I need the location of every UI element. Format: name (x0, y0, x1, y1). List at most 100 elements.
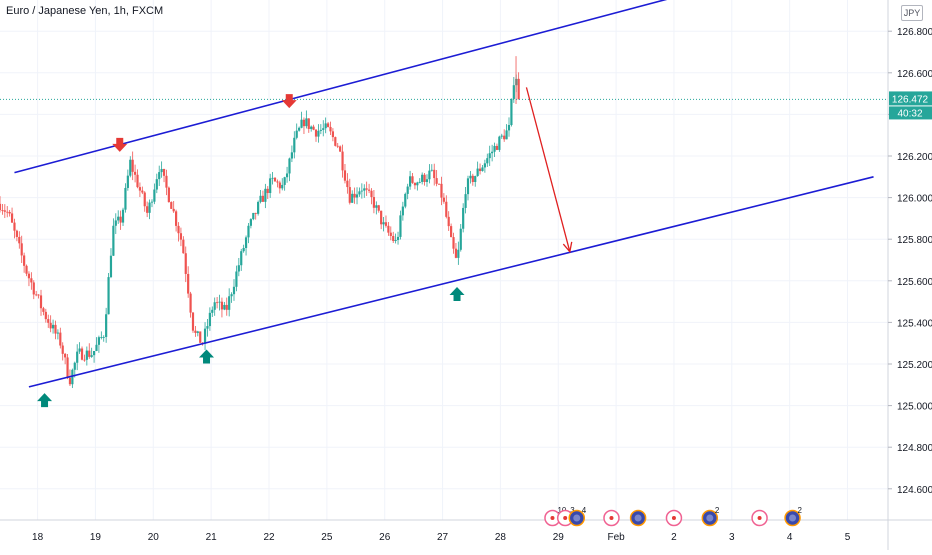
candle-body (216, 302, 219, 304)
candle-body (401, 206, 404, 216)
x-tick-label: 25 (321, 532, 333, 543)
candle-body (285, 173, 289, 178)
candle-body (360, 190, 363, 192)
candle-body (114, 220, 117, 226)
candle-body (305, 118, 308, 127)
candle-body (290, 152, 293, 159)
candle-body (105, 314, 108, 337)
candle-body (392, 235, 395, 241)
candle-body (223, 304, 226, 310)
candle-body (97, 337, 101, 345)
candle-body (358, 191, 361, 195)
candle-body (266, 188, 269, 194)
candle-body (184, 253, 187, 274)
candle-body (23, 255, 26, 266)
candle-body (375, 205, 378, 208)
candle-body (269, 178, 272, 194)
candle-body (336, 145, 339, 147)
x-tick-label: Feb (607, 532, 625, 543)
candle-body (47, 319, 50, 323)
candle-body (324, 123, 327, 129)
candle-body (162, 168, 166, 176)
candle-body (418, 181, 421, 183)
candle-body (469, 175, 472, 179)
candle-body (450, 226, 453, 238)
candle-body (355, 194, 359, 198)
candle-body (399, 215, 402, 237)
candle-body (507, 124, 511, 131)
candle-body (80, 348, 84, 360)
candle-body (380, 210, 383, 225)
event-count: 3 (570, 506, 575, 515)
candle-body (302, 119, 306, 127)
countdown-badge (889, 106, 932, 120)
candle-body (225, 304, 228, 310)
candle-body (54, 324, 57, 334)
candle-body (138, 187, 142, 191)
candle-body (76, 351, 79, 363)
candle-body (367, 189, 371, 191)
candle-body (167, 187, 170, 203)
candle-body (442, 197, 445, 202)
currency-button[interactable]: JPY (901, 5, 923, 21)
candle-body (254, 212, 257, 214)
candle-body (498, 136, 501, 150)
candle-body (389, 232, 392, 236)
candle-body (478, 168, 482, 172)
candle-body (95, 344, 98, 351)
candle-body (112, 225, 115, 256)
countdown-value: 40:32 (897, 108, 922, 119)
candle-body (447, 216, 450, 227)
candle-body (15, 230, 18, 237)
candle-body (3, 210, 6, 212)
candle-body (206, 326, 209, 329)
x-tick-label: 28 (495, 532, 507, 543)
candle-body (143, 192, 146, 207)
up-arrow-icon (199, 349, 215, 364)
event-icon-dot (757, 516, 762, 520)
candle-body (271, 177, 274, 179)
candle-body (331, 131, 335, 138)
candle-body (408, 176, 412, 187)
candle-body (351, 193, 354, 203)
candle-body (228, 296, 231, 310)
candle-body (300, 119, 303, 128)
candle-body (276, 181, 279, 183)
up-arrow-icon (449, 287, 465, 302)
candle-body (10, 213, 14, 223)
candle-body (457, 249, 460, 258)
candle-body (339, 146, 342, 152)
candle-body (32, 282, 35, 295)
candle-body (240, 251, 243, 266)
candle-body (100, 337, 103, 338)
candle-body (211, 309, 214, 313)
candle-body (329, 126, 332, 132)
candle-body (35, 294, 38, 296)
projection-arrow-head (562, 241, 573, 254)
candle-body (488, 153, 491, 159)
candle-body (343, 170, 347, 181)
candle-body (42, 308, 45, 312)
candle-body (413, 182, 417, 186)
candle-body (119, 216, 122, 223)
candle-body (394, 240, 397, 241)
candle-body (365, 188, 368, 190)
candle-body (512, 85, 515, 99)
candle-body (363, 188, 366, 191)
candle-body (491, 151, 494, 154)
candle-body (249, 219, 252, 226)
candle-body (51, 324, 55, 329)
candle-body (353, 193, 356, 198)
candle-body (124, 187, 127, 210)
candle-body (68, 377, 72, 385)
candle-body (433, 169, 436, 179)
candle-body (416, 182, 419, 186)
event-icon-dot (671, 516, 676, 520)
candle-body (370, 190, 373, 198)
candle-body (425, 179, 429, 182)
candle-body (445, 201, 448, 217)
x-tick-label: 18 (32, 532, 44, 543)
candle-body (8, 211, 11, 214)
